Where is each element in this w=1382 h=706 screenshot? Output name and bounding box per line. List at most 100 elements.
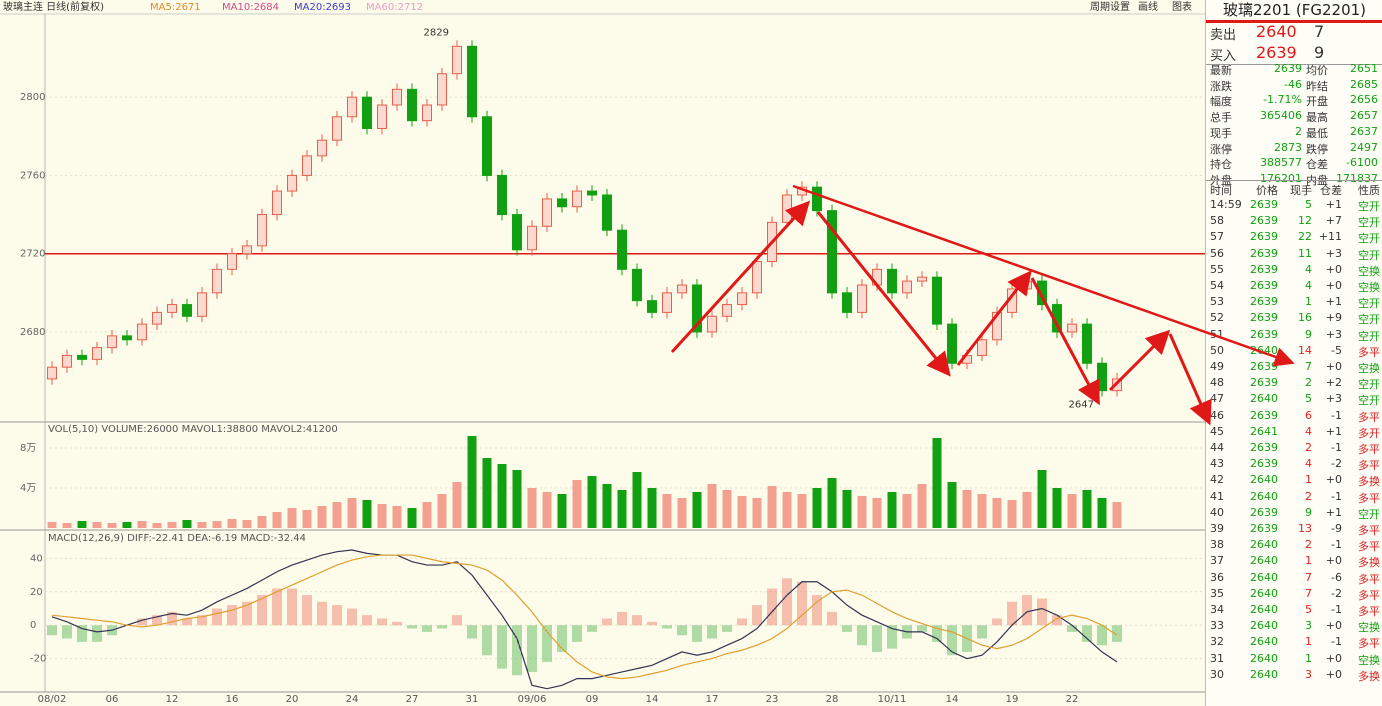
trade-cell: 多开 — [1358, 426, 1380, 440]
stat-label: 涨跌 — [1210, 79, 1232, 93]
trade-cell: 40 — [1210, 505, 1224, 519]
trade-cell: 42 — [1210, 473, 1224, 487]
trade-cell: 38 — [1210, 538, 1224, 552]
trade-cell: 4 — [1305, 424, 1312, 438]
ma-legend: MA10:2684 — [222, 2, 279, 13]
volume-bar — [212, 521, 222, 528]
x-tick-label: 16 — [226, 694, 239, 705]
trade-cell: -2 — [1331, 457, 1342, 471]
stat-label: 均价 — [1306, 64, 1328, 77]
volume-bar — [917, 484, 927, 528]
toolbar-button[interactable]: 周期设置 — [1090, 1, 1130, 13]
trade-cell: 2639 — [1250, 327, 1278, 341]
volume-bar — [947, 482, 957, 528]
volume-bar — [242, 520, 252, 528]
candle-body — [167, 304, 177, 313]
volume-bar — [1082, 490, 1092, 528]
trade-cell: 6 — [1305, 408, 1312, 422]
volume-bar — [632, 472, 642, 528]
y-tick-label: 20 — [30, 587, 43, 598]
volume-bar — [152, 523, 162, 528]
volume-bar — [167, 522, 177, 528]
trade-cell: 1 — [1305, 651, 1312, 665]
trade-cell: 5 — [1305, 603, 1312, 616]
volume-bar — [992, 498, 1002, 528]
trade-cell: 51 — [1210, 327, 1224, 341]
trade-cell: 空开 — [1358, 297, 1380, 311]
trade-cell: 49 — [1210, 360, 1224, 373]
trade-cell: 2 — [1305, 441, 1312, 454]
trade-cell: 多换 — [1358, 669, 1380, 683]
ma-legend: MA20:2693 — [294, 2, 351, 13]
trade-cell: -1 — [1331, 635, 1342, 649]
volume-bar — [1067, 494, 1077, 528]
toolbar-button[interactable]: 图表 — [1172, 0, 1192, 13]
trade-cell: +9 — [1325, 311, 1342, 325]
trade-cell: +3 — [1325, 246, 1342, 260]
candle-body — [677, 284, 687, 294]
candle-body — [872, 268, 882, 286]
trade-cell: 2639 — [1250, 376, 1278, 390]
trade-cell: 13 — [1298, 522, 1312, 535]
candle-body — [47, 366, 57, 380]
trade-cell: 2 — [1305, 489, 1312, 503]
trade-cell: 多平 — [1358, 605, 1380, 618]
y-tick-label: 0 — [30, 620, 36, 631]
volume-bar — [347, 498, 357, 528]
trade-cell: 多平 — [1358, 524, 1380, 537]
stat-value: 171837 — [1336, 171, 1378, 185]
volume-bar — [497, 464, 507, 528]
candle-body — [782, 194, 792, 223]
toolbar-button[interactable]: 画线 — [1138, 0, 1158, 13]
trade-cell: 41 — [1210, 489, 1224, 503]
candle-body — [332, 116, 342, 141]
candle-body — [827, 210, 837, 294]
trade-cell: +2 — [1325, 376, 1342, 390]
candle-body — [212, 268, 222, 294]
candle-body — [77, 354, 87, 360]
trade-cell: 56 — [1210, 246, 1224, 260]
volume-bar — [977, 494, 987, 528]
stat-value: 2656 — [1350, 93, 1378, 107]
volume-bar — [587, 476, 597, 528]
volume-bar — [542, 492, 552, 528]
trade-cell: 2640 — [1250, 586, 1278, 600]
volume-bar — [137, 521, 147, 528]
candle-body — [752, 261, 762, 294]
trade-cell: +11 — [1318, 230, 1342, 244]
candle-body — [857, 284, 867, 313]
stat-label: 涨停 — [1210, 142, 1232, 156]
stat-label: 现手 — [1210, 126, 1232, 140]
trade-cell: 多平 — [1358, 443, 1380, 456]
trade-cell: 多平 — [1358, 410, 1380, 424]
candle-body — [437, 73, 447, 106]
candle-body — [1112, 378, 1122, 392]
trade-cell: 11 — [1298, 246, 1312, 260]
trade-cell: 空换 — [1358, 621, 1380, 635]
candle-body — [1037, 280, 1047, 306]
candle-body — [977, 339, 987, 356]
trade-cell: 2639 — [1250, 279, 1278, 292]
trade-cell: +1 — [1325, 505, 1342, 519]
volume-bar — [407, 508, 417, 528]
trade-cell: 14:59 — [1210, 198, 1242, 211]
stat-label: 最低 — [1306, 126, 1328, 140]
trade-cell: 2639 — [1250, 230, 1278, 244]
volume-bar — [317, 506, 327, 528]
trade-cell: 32 — [1210, 635, 1224, 649]
candle-body — [1022, 280, 1032, 290]
trade-cell: 47 — [1210, 392, 1224, 406]
trade-cell: 31 — [1210, 651, 1224, 665]
candle-body — [1052, 304, 1062, 333]
volume-bar — [107, 523, 117, 528]
candle-body — [362, 96, 372, 129]
ma-legend: MA5:2671 — [150, 2, 201, 13]
trade-cell: 54 — [1210, 279, 1224, 292]
volume-bar — [182, 520, 192, 528]
volume-bar — [677, 498, 687, 528]
stat-label: 仓差 — [1306, 158, 1328, 172]
stat-value: 2873 — [1274, 140, 1302, 154]
stat-value: 2 — [1295, 124, 1302, 138]
trade-cell: 2639 — [1250, 505, 1278, 519]
stat-value: 2637 — [1350, 124, 1378, 138]
